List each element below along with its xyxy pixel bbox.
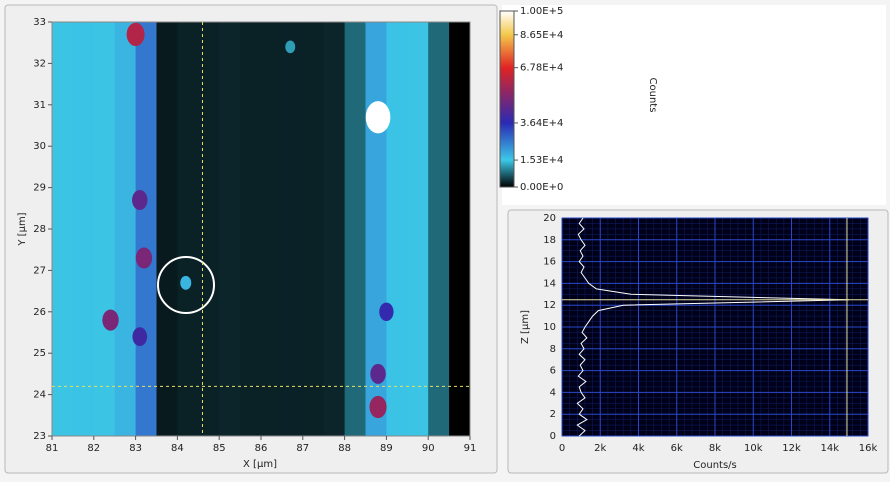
heatmap-column — [386, 22, 408, 436]
heatmap-column — [114, 22, 137, 436]
y-tick-label: 12 — [543, 300, 556, 311]
hot-spot — [379, 302, 394, 322]
heatmap-column — [240, 22, 262, 436]
y-tick-label: 20 — [543, 213, 556, 224]
hot-spot — [132, 190, 148, 211]
heatmap-column — [261, 22, 283, 436]
y-axis-label: Z [µm] — [520, 310, 531, 344]
heatmap-column — [198, 22, 220, 436]
y-tick-label: 2 — [550, 409, 556, 420]
x-tick-label: 0 — [559, 443, 565, 454]
x-tick-label: 88 — [338, 443, 351, 454]
y-tick-label: 10 — [543, 322, 556, 333]
colorbar-tick-label: 3.64E+4 — [520, 118, 563, 129]
heatmap-column — [323, 22, 346, 436]
y-tick-label: 31 — [33, 100, 46, 111]
hot-spot — [132, 327, 148, 347]
y-tick-label: 6 — [550, 366, 556, 377]
heatmap-column — [281, 22, 304, 436]
y-tick-label: 24 — [33, 390, 46, 401]
heatmap-column — [135, 22, 157, 436]
heatmap-column — [407, 22, 429, 436]
x-tick-label: 2k — [594, 443, 606, 454]
colorbar-tick-label: 8.65E+4 — [520, 30, 563, 41]
x-axis-label: X [µm] — [243, 459, 277, 470]
heatmap-column — [156, 22, 178, 436]
x-tick-label: 90 — [422, 443, 435, 454]
y-tick-label: 33 — [33, 17, 46, 28]
colorbar-label: Counts — [647, 78, 658, 113]
y-axis-label: Y [µm] — [17, 212, 28, 246]
heatmap-column — [72, 22, 95, 436]
x-tick-label: 82 — [87, 443, 100, 454]
x-tick-label: 12k — [782, 443, 801, 454]
heatmap-column — [344, 22, 366, 436]
hot-spot — [369, 395, 387, 419]
heatmap-column — [52, 22, 74, 436]
x-tick-label: 8k — [709, 443, 721, 454]
y-tick-label: 28 — [33, 224, 46, 235]
y-tick-label: 25 — [33, 348, 46, 359]
y-tick-label: 18 — [543, 235, 556, 246]
x-tick-label: 14k — [820, 443, 839, 454]
y-tick-label: 14 — [543, 278, 556, 289]
y-tick-label: 16 — [543, 257, 556, 268]
x-tick-label: 91 — [464, 443, 477, 454]
heatmap-column — [302, 22, 325, 436]
hot-spot — [126, 22, 145, 47]
x-tick-label: 86 — [255, 443, 268, 454]
x-tick-label: 85 — [213, 443, 226, 454]
x-tick-label: 10k — [744, 443, 763, 454]
heatmap-column — [93, 22, 116, 436]
empty-panel — [502, 5, 886, 205]
colorbar — [499, 10, 515, 188]
y-tick-label: 4 — [550, 387, 556, 398]
hot-spot — [135, 247, 153, 269]
highlight-circle — [157, 256, 215, 314]
hot-spot — [102, 309, 119, 331]
heatmap-column — [219, 22, 241, 436]
y-tick-label: 26 — [33, 307, 46, 318]
x-tick-label: 89 — [380, 443, 393, 454]
heatmap-column — [177, 22, 199, 436]
x-axis-label: Counts/s — [693, 460, 737, 471]
colorbar-tick-label: 6.78E+4 — [520, 63, 563, 74]
x-tick-label: 84 — [171, 443, 184, 454]
heatmap-column — [449, 22, 471, 436]
colorbar-tick-label: 1.00E+5 — [520, 6, 563, 17]
x-tick-label: 4k — [632, 443, 644, 454]
x-tick-label: 6k — [671, 443, 683, 454]
y-tick-label: 23 — [33, 431, 46, 442]
x-tick-label: 81 — [46, 443, 59, 454]
y-tick-label: 32 — [33, 58, 46, 69]
y-tick-label: 29 — [33, 183, 46, 194]
y-tick-label: 8 — [550, 344, 556, 355]
colorbar-tick-label: 1.53E+4 — [520, 155, 563, 166]
hot-spot — [365, 101, 391, 134]
colorbar-tick-label: 0.00E+0 — [520, 182, 563, 193]
hot-spot — [285, 40, 296, 54]
x-tick-label: 16k — [859, 443, 878, 454]
x-tick-label: 83 — [129, 443, 142, 454]
heatmap-column — [428, 22, 450, 436]
y-tick-label: 27 — [33, 265, 46, 276]
hot-spot — [370, 363, 386, 384]
x-tick-label: 87 — [296, 443, 309, 454]
y-tick-label: 30 — [33, 141, 46, 152]
hot-spot — [180, 275, 192, 290]
y-tick-label: 0 — [550, 431, 556, 442]
profile-line — [576, 217, 849, 437]
